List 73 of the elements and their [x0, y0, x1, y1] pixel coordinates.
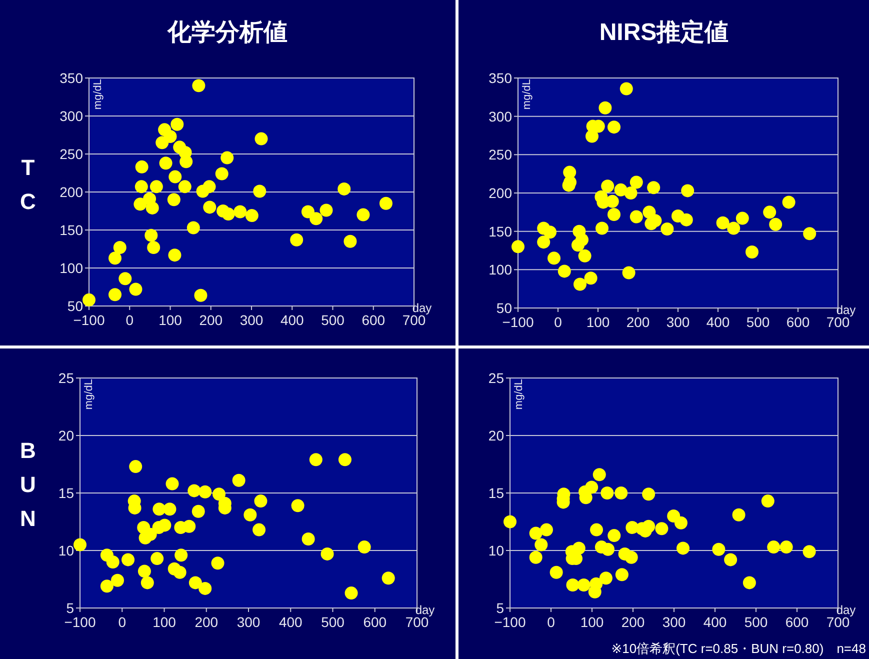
y-tick-label: 5: [66, 600, 74, 616]
x-tick-label: 0: [547, 614, 556, 630]
y-tick-label: 200: [60, 184, 84, 200]
y-tick-label: 250: [60, 146, 84, 162]
y-tick-label: 10: [58, 542, 74, 558]
x-axis-title: day: [836, 603, 856, 617]
text: TC: [20, 155, 36, 214]
x-tick-label: 200: [194, 614, 218, 630]
y-tick-label: 100: [488, 262, 512, 278]
x-tick-label: 0: [118, 614, 126, 630]
y-tick-label: 250: [488, 146, 512, 163]
x-tick-label: 600: [363, 614, 387, 630]
x-tick-label: 600: [362, 312, 386, 328]
x-tick-label: 200: [626, 314, 650, 330]
x-tick-label: 700: [402, 312, 426, 328]
x-tick-label: 600: [786, 314, 810, 330]
x-tick-label: −100: [64, 614, 96, 630]
y-tick-label: 15: [488, 485, 504, 501]
y-tick-label: 150: [60, 222, 84, 238]
x-tick-label: 200: [621, 614, 645, 630]
y-tick-label: 300: [488, 108, 512, 124]
x-axis-title: day: [415, 603, 435, 617]
y-tick-label: 100: [60, 260, 84, 276]
x-tick-label: 0: [554, 314, 562, 330]
x-tick-label: −100: [494, 614, 526, 630]
y-axis-title: mg/dL: [83, 379, 95, 410]
x-axis-title: day: [412, 301, 432, 315]
y-tick-label: 50: [496, 300, 512, 316]
x-tick-label: 500: [744, 614, 768, 630]
x-tick-label: 0: [126, 312, 134, 328]
x-tick-label: 700: [405, 614, 429, 630]
x-tick-label: 600: [785, 614, 809, 630]
y-tick-label: 10: [488, 542, 504, 558]
y-tick-label: 200: [488, 185, 512, 201]
text: ※10倍希釈(TC r=0.85・BUN r=0.80) n=48: [611, 641, 866, 656]
y-tick-label: 25: [58, 370, 74, 386]
x-tick-label: 300: [236, 614, 260, 630]
y-tick-label: 350: [488, 70, 512, 86]
x-tick-label: 100: [586, 314, 610, 330]
x-tick-label: 700: [826, 614, 850, 630]
y-tick-label: 20: [58, 428, 74, 444]
x-tick-label: 300: [240, 312, 264, 328]
x-tick-label: 100: [580, 614, 604, 630]
y-axis-title: mg/dL: [513, 379, 525, 410]
chart-title: 化学分析値: [166, 19, 288, 46]
text: BUN: [20, 438, 36, 531]
y-tick-label: 300: [60, 108, 84, 124]
y-tick-label: 15: [58, 485, 74, 501]
x-tick-label: 700: [826, 314, 850, 330]
x-tick-label: 200: [199, 312, 223, 328]
x-tick-label: 500: [321, 312, 345, 328]
y-tick-label: 350: [60, 70, 84, 86]
y-axis-title: mg/dL: [92, 79, 104, 110]
x-tick-label: 400: [280, 312, 304, 328]
x-tick-label: 300: [662, 614, 686, 630]
x-tick-label: 400: [703, 614, 727, 630]
x-axis-title: day: [836, 303, 856, 317]
x-tick-label: 100: [158, 312, 182, 328]
y-axis-title: mg/dL: [521, 79, 533, 110]
x-tick-label: 400: [278, 614, 303, 630]
x-tick-label: 100: [152, 614, 176, 630]
x-tick-label: 400: [706, 314, 730, 330]
y-tick-label: 150: [488, 223, 512, 240]
y-tick-label: 50: [67, 298, 84, 314]
x-tick-label: −100: [73, 312, 105, 328]
x-tick-label: −100: [502, 314, 534, 330]
x-tick-label: 300: [666, 314, 690, 330]
y-tick-label: 5: [496, 600, 504, 616]
chart-title: NIRS推定値: [599, 19, 729, 46]
x-tick-label: 500: [321, 614, 345, 630]
x-tick-label: 500: [746, 314, 770, 330]
y-tick-label: 25: [488, 370, 504, 386]
y-tick-label: 20: [488, 428, 504, 444]
